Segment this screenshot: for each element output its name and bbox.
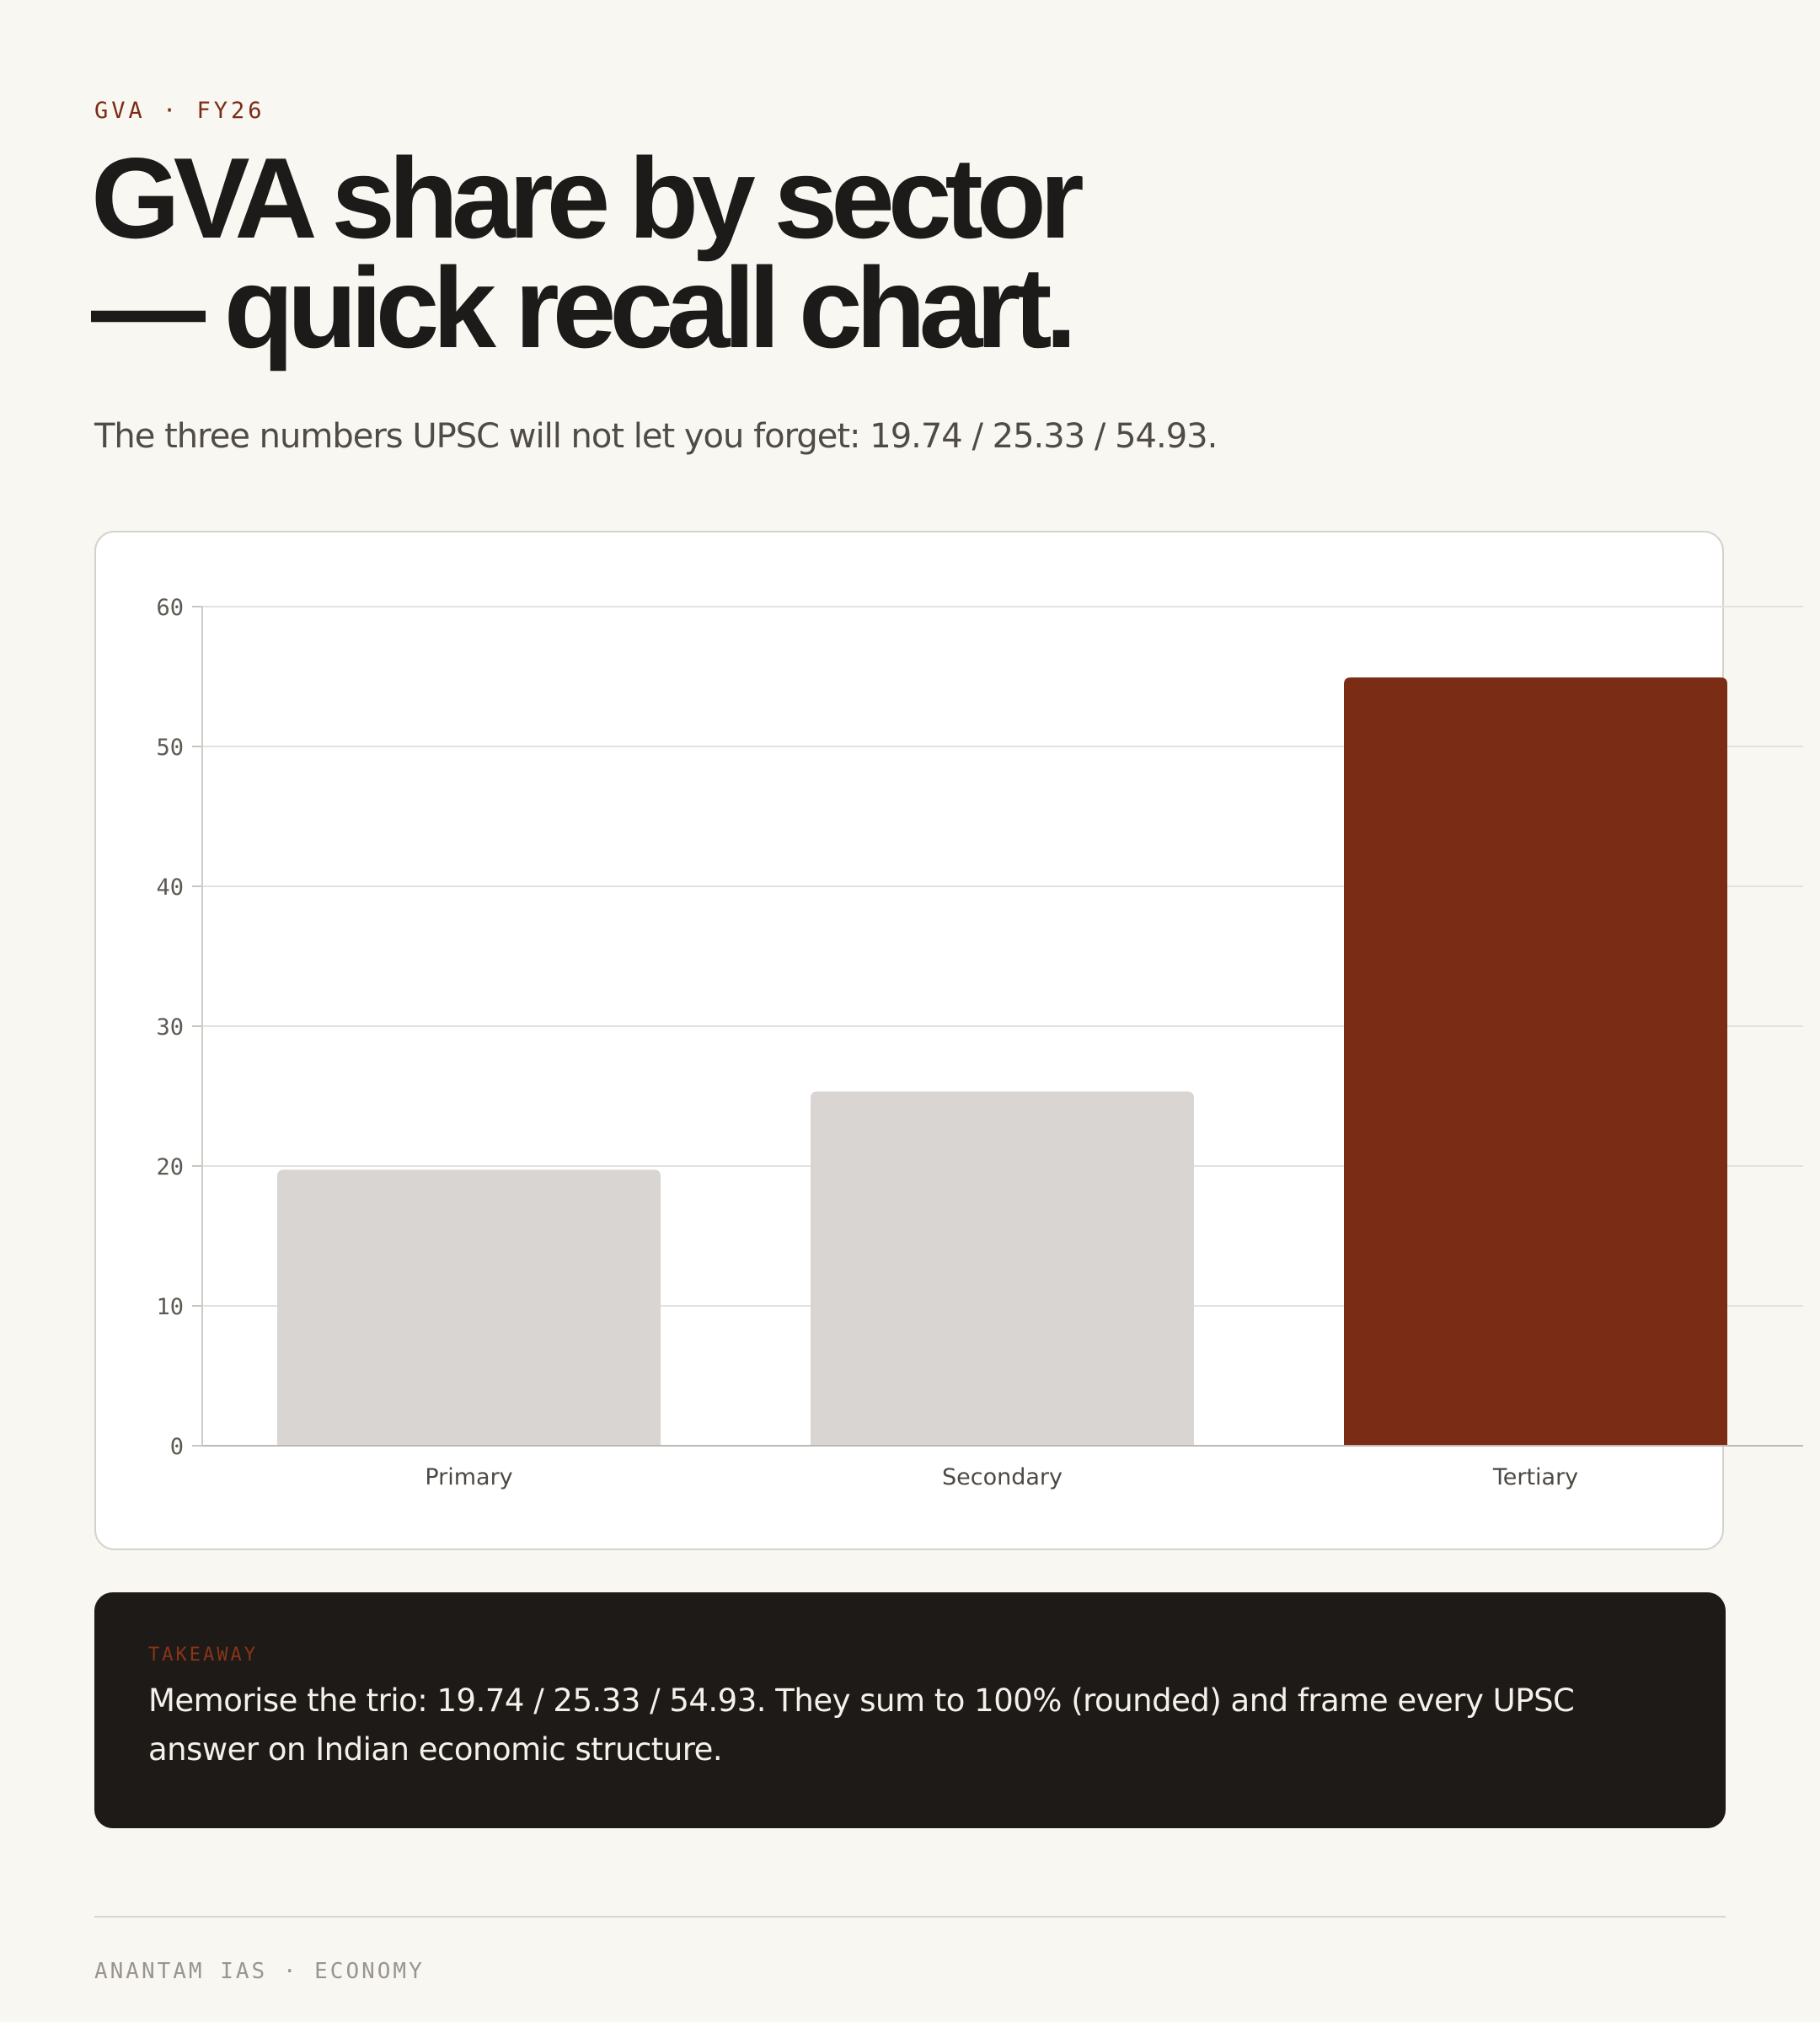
y-tick-label: 50 bbox=[156, 735, 184, 761]
takeaway-text: Memorise the trio: 19.74 / 25.33 / 54.93… bbox=[148, 1682, 1575, 1768]
y-tick-label: 60 bbox=[156, 595, 184, 621]
footer-divider bbox=[94, 1916, 1726, 1918]
bar-chart: 0 10 20 30 40 50 60 Primary Secondary Tertiary bbox=[156, 595, 1803, 1490]
y-tick-label: 0 bbox=[170, 1434, 184, 1460]
bar-tertiary bbox=[1344, 677, 1727, 1446]
chart-card: 0 10 20 30 40 50 60 Primary Secondary Tertiary bbox=[94, 531, 1803, 1550]
y-tick-label: 20 bbox=[156, 1154, 184, 1180]
page-title: GVA share by sector — quick recall chart… bbox=[91, 134, 1271, 372]
x-tick-label: Tertiary bbox=[1492, 1464, 1578, 1490]
y-tick-label: 10 bbox=[156, 1294, 184, 1320]
takeaway-label: TAKEAWAY bbox=[148, 1645, 258, 1666]
page-title-line-1: GVA share by sector bbox=[91, 134, 1084, 262]
page-title-line-2: — quick recall chart. bbox=[91, 243, 1077, 372]
y-tick-label: 40 bbox=[156, 875, 184, 901]
takeaway-panel: TAKEAWAY Memorise the trio: 19.74 / 25.3… bbox=[94, 1592, 1726, 1828]
footer-label: ANANTAM IAS · ECONOMY bbox=[94, 1959, 425, 1984]
y-tick-label: 30 bbox=[156, 1014, 184, 1040]
x-tick-label: Secondary bbox=[942, 1464, 1063, 1490]
bar-primary bbox=[277, 1169, 661, 1446]
x-tick-label: Primary bbox=[425, 1464, 512, 1490]
bar-secondary bbox=[811, 1091, 1194, 1446]
eyebrow-label: GVA · FY26 bbox=[94, 98, 265, 124]
page-subtitle: The three numbers UPSC will not let you … bbox=[94, 417, 1218, 456]
